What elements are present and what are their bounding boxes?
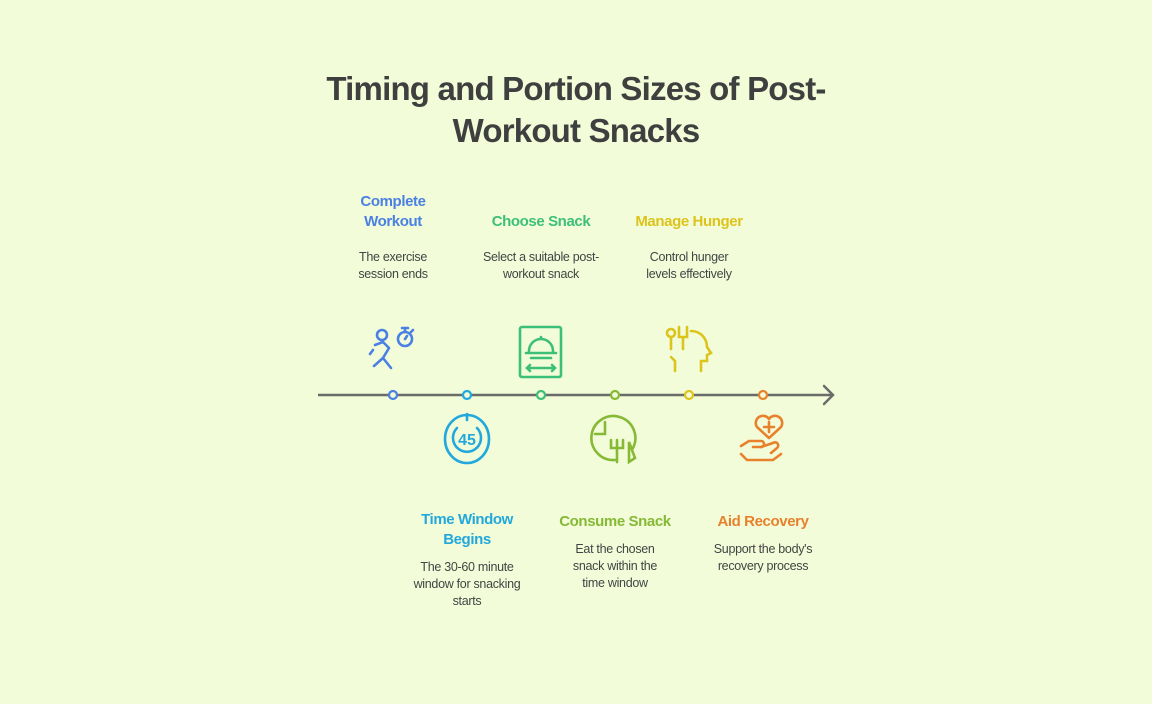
step-title: Consume Snack (559, 513, 671, 530)
timeline-dot (535, 389, 547, 401)
timeline-dot (609, 389, 621, 401)
step-choose-snack: Choose Snack (461, 190, 621, 232)
timeline-dot (387, 389, 399, 401)
step-desc-wrap: The exercise session ends (313, 249, 473, 283)
step-title: Manage Hunger (635, 213, 743, 230)
hand-heart-icon (739, 414, 784, 462)
runner-stopwatch-icon (368, 326, 415, 370)
svg-text:45: 45 (458, 432, 476, 449)
page-title: Timing and Portion Sizes of Post-Workout… (326, 70, 826, 149)
step-complete-workout: Complete Workout (313, 190, 473, 232)
head-utensils-icon (665, 325, 713, 373)
step-desc: The exercise session ends (358, 250, 428, 281)
clock-fork-knife-icon (590, 414, 637, 465)
timeline-dot (461, 389, 473, 401)
arrow-head-icon (822, 384, 835, 406)
timeline-dot (757, 389, 769, 401)
timeline-dot (683, 389, 695, 401)
step-desc: The 30-60 minute window for snacking sta… (413, 560, 521, 608)
step-desc: Eat the chosen snack within the time win… (572, 542, 658, 590)
step-desc-wrap: Select a suitable post-workout snack (461, 249, 621, 283)
step-aid-recovery: Aid Recovery Support the body's recovery… (683, 512, 843, 575)
step-desc: Select a suitable post-workout snack (482, 250, 600, 281)
serving-cloche-icon (518, 325, 563, 379)
step-consume-snack: Consume Snack Eat the chosen snack withi… (535, 512, 695, 592)
step-time-window-begins: Time Window Begins The 30-60 minute wind… (387, 510, 547, 610)
step-title: Choose Snack (491, 213, 591, 230)
step-desc: Control hunger levels effectively (646, 250, 732, 281)
step-title: Complete Workout (360, 193, 426, 230)
step-manage-hunger: Manage Hunger (609, 190, 769, 232)
step-desc-wrap: Control hunger levels effectively (609, 249, 769, 283)
step-title: Aid Recovery (717, 513, 809, 530)
step-title: Time Window Begins (421, 511, 513, 548)
step-desc: Support the body's recovery process (713, 542, 813, 573)
timer-45-icon: 45 (443, 412, 491, 465)
